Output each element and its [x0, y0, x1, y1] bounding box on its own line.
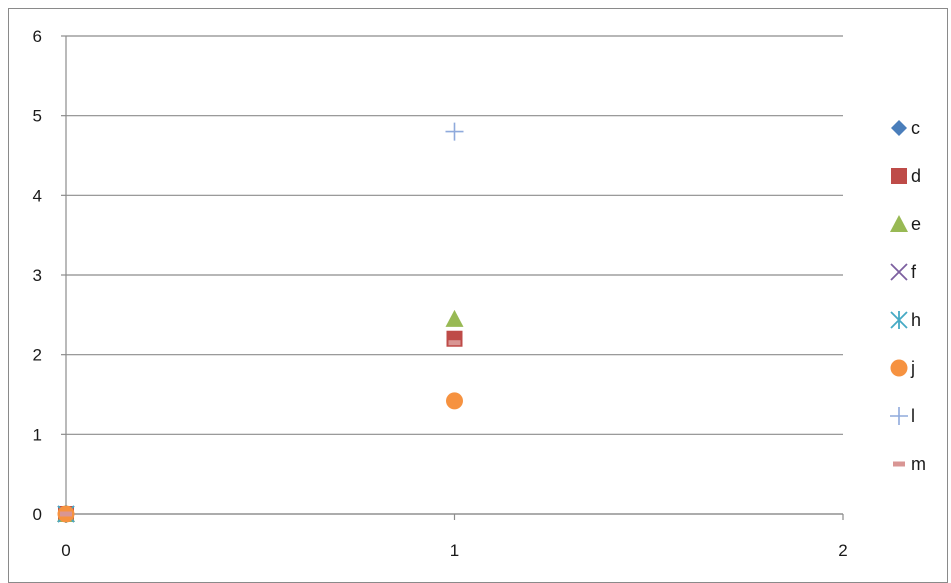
legend-item-j: j: [890, 358, 915, 378]
legend-item-d: d: [891, 166, 921, 186]
point-m-0: [60, 511, 72, 517]
legend-marker-m: [893, 461, 905, 467]
point-e-1: [445, 309, 464, 327]
x-tick-label: 0: [61, 541, 70, 560]
y-tick-label: 0: [33, 505, 42, 524]
gridlines: [66, 35, 843, 515]
x-tick-label: 1: [450, 541, 459, 560]
legend-item-e: e: [890, 214, 921, 234]
legend-marker-h: [890, 311, 908, 329]
legend-marker-c: [891, 120, 907, 136]
legend-item-c: c: [891, 118, 920, 138]
y-tick-label: 6: [33, 27, 42, 46]
legend-marker-f: [890, 263, 908, 281]
y-tick-label: 2: [33, 346, 42, 365]
legend-label: f: [911, 262, 917, 282]
legend: c d e f h j l m: [890, 118, 926, 474]
point-l-0: [445, 122, 464, 141]
point-j-1: [446, 392, 463, 410]
legend-marker-e: [890, 215, 908, 232]
legend-label: j: [910, 358, 915, 378]
y-tick-label: 4: [33, 186, 42, 205]
legend-item-h: h: [890, 310, 921, 330]
legend-label: d: [911, 166, 921, 186]
x-tick-label: 2: [838, 541, 847, 560]
legend-marker-j: [890, 359, 908, 377]
legend-label: c: [911, 118, 920, 138]
legend-label: e: [911, 214, 921, 234]
data-points: [57, 122, 464, 523]
legend-item-f: f: [890, 262, 917, 282]
legend-item-l: l: [890, 406, 915, 426]
legend-label: l: [911, 406, 915, 426]
point-m-1: [448, 340, 461, 346]
legend-label: m: [911, 454, 926, 474]
y-tick-label: 5: [33, 107, 42, 126]
legend-marker-d: [891, 168, 907, 184]
y-tick-label: 1: [33, 425, 42, 444]
axes: 0 1 2 3 4 5 6 0 1 2: [33, 27, 848, 560]
y-tick-label: 3: [33, 266, 42, 285]
chart-area: [8, 8, 948, 583]
legend-label: h: [911, 310, 921, 330]
legend-item-m: m: [893, 454, 926, 474]
legend-marker-l: [890, 407, 908, 425]
